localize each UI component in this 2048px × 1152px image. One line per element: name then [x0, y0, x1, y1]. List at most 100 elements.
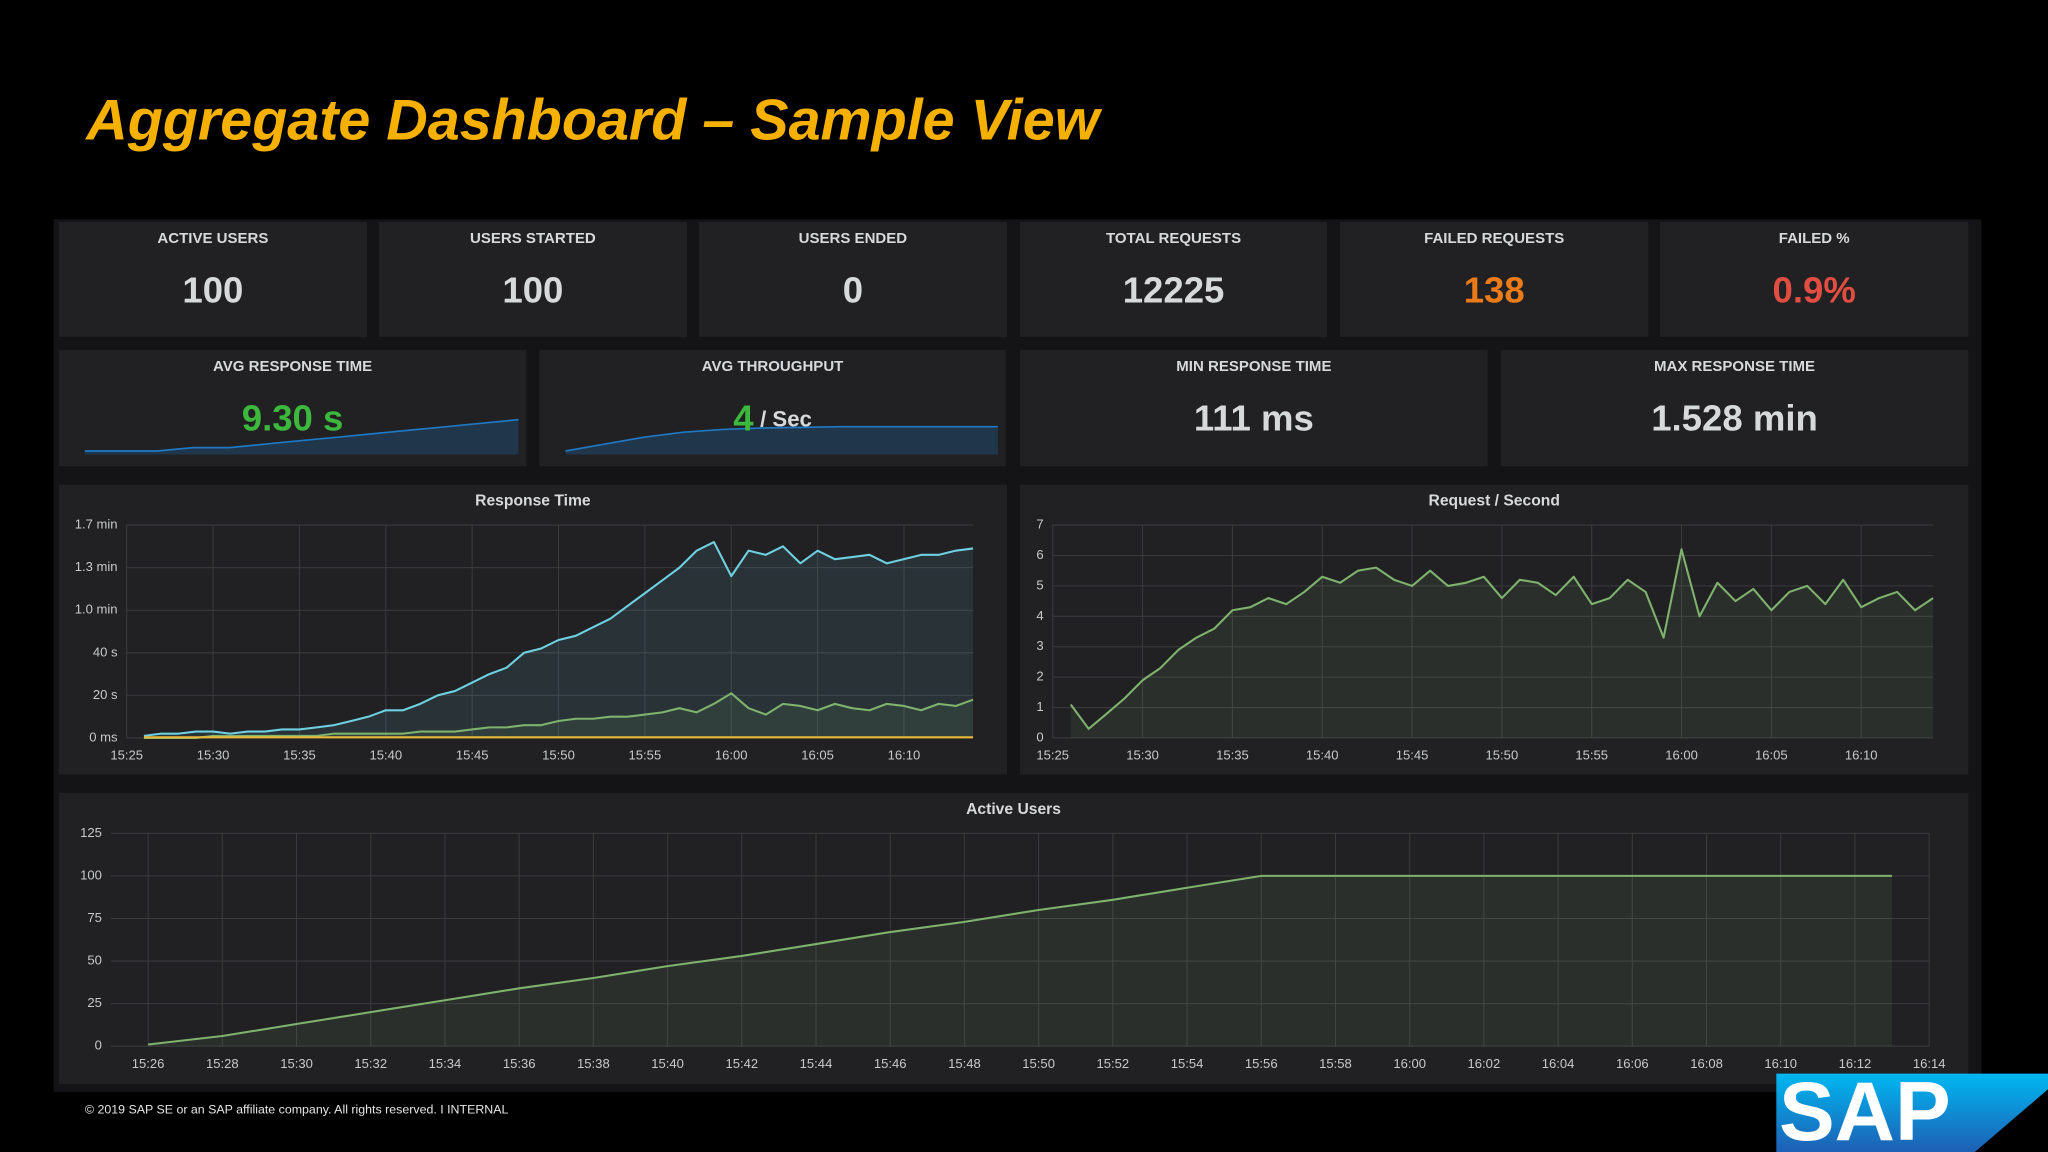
stat-label: ACTIVE USERS	[157, 230, 268, 247]
stat-value-number: 0	[843, 269, 863, 310]
y-tick-label: 100	[80, 867, 102, 882]
stat-panel	[539, 350, 1006, 467]
x-tick-label: 15:48	[948, 1056, 981, 1071]
stat-value-number: 138	[1464, 269, 1525, 310]
stat-value-number: 100	[502, 269, 563, 310]
y-tick-label: 0	[95, 1038, 102, 1053]
area	[1070, 549, 1934, 738]
dashboard-content: ACTIVE USERS 100 USERS STARTED 100 USERS END…	[58, 222, 1969, 1085]
x-tick-label: 15:30	[1126, 748, 1159, 763]
stat-value: 100	[182, 269, 243, 310]
chart-panel	[1020, 484, 1969, 775]
x-tick-label: 16:00	[715, 748, 748, 763]
stat-panel	[1020, 222, 1328, 337]
x-tick-label: 15:25	[1036, 748, 1069, 763]
x-tick-label: 16:12	[1839, 1056, 1872, 1071]
x-tick-label: 15:32	[354, 1056, 387, 1071]
stat-value: 4/ Sec	[733, 397, 812, 438]
stat-value: 0.9%	[1773, 269, 1856, 310]
y-tick-label: 4	[1036, 608, 1043, 623]
stat-panel	[1020, 350, 1488, 467]
stat-label: MAX RESPONSE TIME	[1654, 358, 1815, 375]
x-tick-label: 15:46	[874, 1056, 907, 1071]
stat-panel	[698, 222, 1008, 337]
sparkline	[565, 425, 998, 452]
x-tick-label: 15:40	[369, 748, 402, 763]
stat-value-number: 12225	[1123, 269, 1225, 310]
logo-text: SAP	[1779, 1064, 1951, 1152]
x-tick-label: 15:44	[800, 1056, 833, 1071]
slide-title: Aggregate Dashboard – Sample View	[84, 88, 1102, 152]
stat-label: FAILED %	[1779, 230, 1850, 247]
stat-panel	[1340, 222, 1649, 337]
stat-panel	[1500, 350, 1969, 467]
x-tick-label: 15:30	[280, 1056, 313, 1071]
stat-panel	[378, 222, 688, 337]
x-tick-label: 15:56	[1245, 1056, 1278, 1071]
chart-title: Request / Second	[1429, 493, 1560, 510]
area	[143, 693, 974, 738]
stat-value-number: 4	[733, 397, 754, 438]
x-tick-label: 16:02	[1468, 1056, 1501, 1071]
stat-value-number: 1.528 min	[1651, 397, 1818, 438]
stat-value-unit: / Sec	[760, 406, 812, 431]
stat-value: 9.30 s	[242, 397, 344, 438]
x-tick-label: 15:42	[725, 1056, 758, 1071]
stat-value: 12225	[1123, 269, 1225, 310]
x-tick-label: 15:54	[1171, 1056, 1204, 1071]
x-tick-label: 15:45	[1396, 748, 1429, 763]
stat-panel	[58, 350, 527, 467]
x-tick-label: 15:30	[197, 748, 230, 763]
stat-value: 111 ms	[1194, 397, 1314, 438]
stat-value: 100	[502, 269, 563, 310]
line	[147, 874, 1893, 1046]
y-tick-label: 1.0 min	[75, 602, 118, 617]
y-tick-label: 75	[87, 910, 102, 925]
y-tick-label: 6	[1036, 547, 1043, 562]
x-tick-label: 16:05	[801, 748, 834, 763]
stat-panel	[1660, 222, 1969, 337]
x-tick-label: 15:55	[629, 748, 662, 763]
x-tick-label: 16:10	[888, 748, 921, 763]
stat-value-number: 111 ms	[1194, 397, 1314, 438]
x-tick-label: 16:05	[1755, 748, 1788, 763]
x-tick-label: 15:50	[1022, 1056, 1055, 1071]
footer: © 2019 SAP SE or an SAP affiliate compan…	[85, 1102, 509, 1116]
y-tick-label: 20 s	[93, 687, 118, 702]
y-tick-label: 3	[1036, 638, 1043, 653]
stat-value: 1.528 min	[1651, 397, 1818, 438]
x-tick-label: 16:10	[1845, 748, 1878, 763]
x-tick-label: 15:36	[503, 1056, 536, 1071]
x-tick-label: 16:06	[1616, 1056, 1649, 1071]
stat-value-number: 9.30 s	[242, 397, 344, 438]
stat-label: USERS STARTED	[470, 230, 596, 247]
y-tick-label: 1.3 min	[75, 559, 118, 574]
x-tick-label: 15:35	[1216, 748, 1249, 763]
x-tick-label: 15:26	[132, 1056, 165, 1071]
x-tick-label: 16:14	[1913, 1056, 1946, 1071]
y-tick-label: 5	[1036, 577, 1043, 592]
sparkline	[84, 418, 519, 452]
stat-label: USERS ENDED	[799, 230, 908, 247]
y-tick-label: 25	[87, 995, 102, 1010]
x-tick-label: 16:00	[1393, 1056, 1426, 1071]
x-tick-label: 15:50	[542, 748, 575, 763]
x-tick-label: 15:52	[1097, 1056, 1130, 1071]
y-tick-label: 0 ms	[89, 729, 118, 744]
x-tick-label: 15:40	[651, 1056, 684, 1071]
logo-box	[1776, 1073, 2048, 1152]
chart-title: Response Time	[475, 493, 591, 510]
x-tick-label: 15:55	[1575, 748, 1608, 763]
stat-label: AVG THROUGHPUT	[702, 358, 844, 375]
y-tick-label: 40 s	[93, 644, 118, 659]
area	[148, 875, 1893, 1047]
line	[1069, 548, 1934, 730]
stat-label: AVG RESPONSE TIME	[213, 358, 372, 375]
x-tick-label: 16:08	[1690, 1056, 1723, 1071]
y-tick-label: 2	[1036, 669, 1043, 684]
x-tick-label: 15:38	[577, 1056, 610, 1071]
x-tick-label: 15:25	[110, 748, 143, 763]
x-tick-label: 16:04	[1542, 1056, 1575, 1071]
